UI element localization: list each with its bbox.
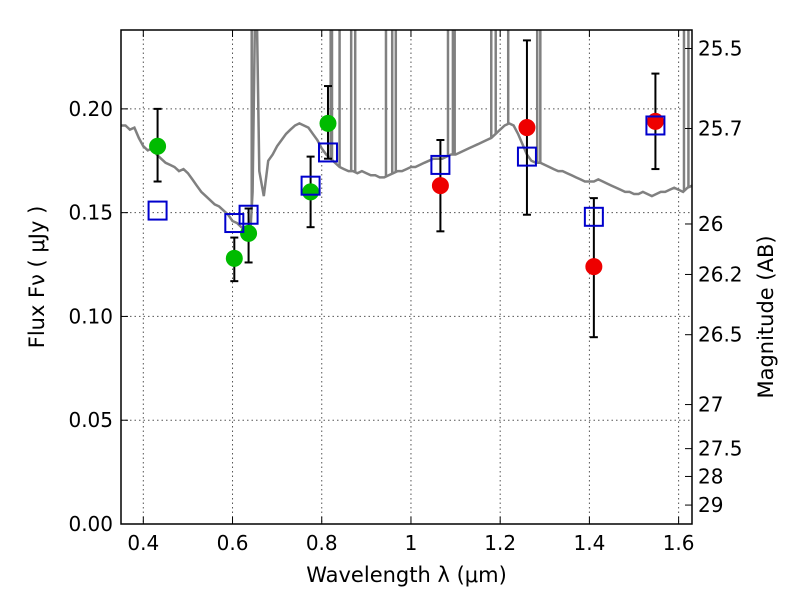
model-flux-square xyxy=(300,175,321,196)
plot-frame xyxy=(120,29,693,525)
photometry-point xyxy=(585,258,603,276)
y-tick-label: 0.00 xyxy=(68,512,113,536)
mag-tick-label: 25.5 xyxy=(698,37,743,61)
y2-axis-label: Magnitude (AB) xyxy=(754,235,778,398)
photometry-point xyxy=(319,114,337,132)
x-axis-label: Wavelength λ (μm) xyxy=(306,563,507,587)
photometry-point xyxy=(240,224,258,242)
photometry-point xyxy=(518,119,536,137)
model-flux-square xyxy=(516,146,537,167)
mag-tick-label: 26 xyxy=(698,212,723,236)
x-tick-label: 0.8 xyxy=(306,531,338,555)
photometry-point xyxy=(149,137,167,155)
model-flux-square xyxy=(645,115,666,136)
series-layer xyxy=(121,30,692,339)
mag-tick-label: 27 xyxy=(698,393,723,417)
mag-tick-label: 26.5 xyxy=(698,323,743,347)
x-tick-label: 1.2 xyxy=(484,531,516,555)
model-flux-square xyxy=(430,154,451,175)
y-tick-label: 0.05 xyxy=(68,408,113,432)
y-tick-label: 0.10 xyxy=(68,304,113,328)
model-flux-square xyxy=(147,200,168,221)
photometry-point xyxy=(431,177,449,195)
model-flux-square xyxy=(317,142,338,163)
model-flux-square xyxy=(238,204,259,225)
y-tick-label: 0.15 xyxy=(68,201,113,225)
mag-tick-label: 28 xyxy=(698,464,723,488)
mag-tick-label: 26.2 xyxy=(698,262,743,286)
model-flux-square xyxy=(583,206,604,227)
x-tick-label: 0.6 xyxy=(217,531,249,555)
x-tick-label: 1.4 xyxy=(573,531,605,555)
mag-tick-label: 29 xyxy=(698,493,723,517)
grid xyxy=(121,30,692,525)
y-axis-label: Flux Fν ( μJy ) xyxy=(25,206,49,349)
axes-ticks: 0.4 0.6 0.8 1 1.2 1.4 1.6 0.00 0.05 0.10 0.15 0.20 2… xyxy=(68,30,743,555)
x-tick-label: 0.4 xyxy=(127,531,159,555)
model-spectrum-line xyxy=(121,30,692,234)
y-tick-label: 0.20 xyxy=(68,97,113,121)
x-tick-label: 1 xyxy=(405,531,418,555)
photometry-point xyxy=(225,249,243,267)
photometry-point xyxy=(302,183,320,201)
mag-tick-label: 25.7 xyxy=(698,116,743,140)
x-tick-label: 1.6 xyxy=(663,531,695,555)
mag-tick-label: 27.5 xyxy=(698,437,743,461)
